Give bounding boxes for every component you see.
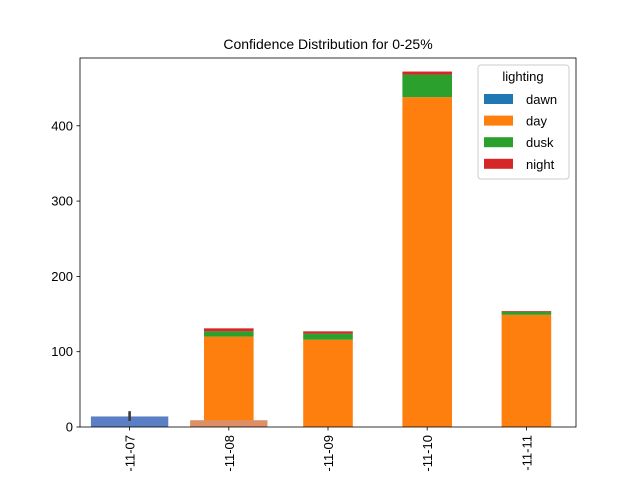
legend-swatch-dusk bbox=[484, 137, 513, 148]
bar-dusk--11-10 bbox=[402, 74, 452, 98]
legend-label-dawn: dawn bbox=[526, 92, 557, 107]
x-axis: -11-07 -11-08 -11-09 -11-10 -11-11 bbox=[123, 427, 534, 472]
legend-swatch-day bbox=[484, 115, 513, 126]
y-tick-label-0: 0 bbox=[66, 420, 73, 435]
overlay-bar--11-07 bbox=[90, 416, 169, 427]
y-tick-label-400: 400 bbox=[51, 118, 73, 133]
bar-night--11-08 bbox=[204, 328, 254, 332]
x-tick-label--11-07: -11-07 bbox=[123, 435, 138, 472]
bar-night--11-09 bbox=[303, 331, 353, 334]
bar-dusk--11-11 bbox=[501, 311, 552, 315]
overlay-bars-group bbox=[90, 411, 268, 427]
bar-day--11-08 bbox=[204, 336, 254, 427]
legend-swatch-dawn bbox=[484, 94, 513, 104]
bar-night--11-11 bbox=[501, 311, 552, 312]
y-tick-label-200: 200 bbox=[51, 269, 73, 284]
y-tick-label-300: 300 bbox=[51, 194, 73, 209]
legend-label-day: day bbox=[526, 114, 547, 129]
legend-label-night: night bbox=[526, 157, 555, 172]
bar-day--11-11 bbox=[501, 314, 552, 427]
overlay-bar--11-08 bbox=[190, 420, 268, 427]
bar-dusk--11-08 bbox=[204, 331, 254, 337]
bar-night--11-10 bbox=[402, 71, 452, 75]
bar-day--11-09 bbox=[303, 339, 353, 427]
legend-title: lighting bbox=[502, 69, 543, 84]
legend-label-dusk: dusk bbox=[526, 135, 554, 150]
x-tick-label--11-11: -11-11 bbox=[519, 435, 534, 471]
y-tick-label-100: 100 bbox=[51, 344, 73, 359]
legend-box bbox=[477, 64, 570, 180]
y-axis: 0 100 200 300 400 bbox=[51, 118, 80, 435]
bar-dusk--11-09 bbox=[303, 333, 353, 340]
x-tick-label--11-10: -11-10 bbox=[420, 435, 435, 472]
x-tick-label--11-08: -11-08 bbox=[222, 435, 237, 472]
bar-day--11-10 bbox=[402, 97, 452, 428]
chart-title: Confidence Distribution for 0-25% bbox=[223, 36, 432, 52]
bars-group bbox=[204, 71, 552, 428]
x-tick-label--11-09: -11-09 bbox=[321, 435, 336, 472]
legend: lighting dawn day dusk night bbox=[477, 64, 570, 180]
legend-entries: dawn day dusk night bbox=[484, 92, 557, 172]
legend-swatch-night bbox=[484, 158, 513, 169]
